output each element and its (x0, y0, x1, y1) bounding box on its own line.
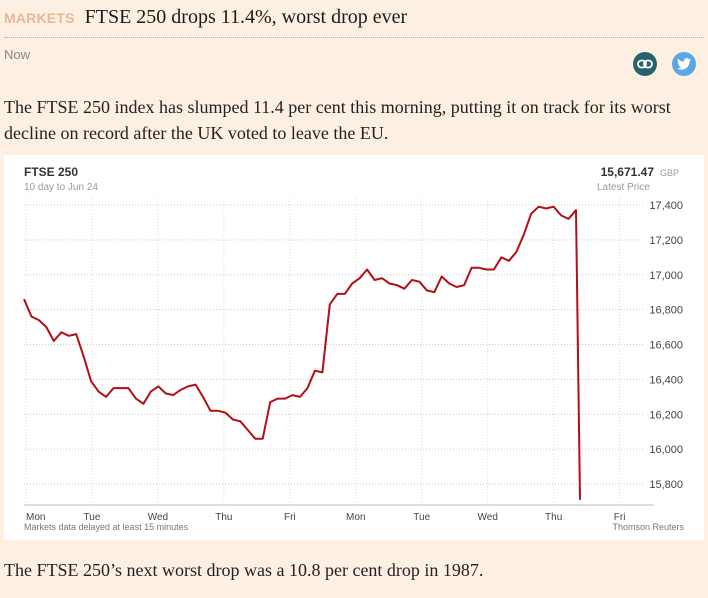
x-tick-label: Mon (26, 512, 45, 523)
lead-paragraph: The FTSE 250 index has slumped 11.4 per … (4, 97, 671, 143)
x-tick-label: Tue (413, 512, 430, 523)
section-tag[interactable]: MARKETS (4, 10, 75, 26)
y-tick-label: 16,000 (649, 444, 683, 456)
chart-subtitle: 10 day to Jun 24 (24, 182, 98, 193)
x-tick-label: Thu (545, 512, 562, 523)
chart-background (4, 155, 704, 540)
headline-row: MARKETS FTSE 250 drops 11.4%, worst drop… (4, 6, 704, 32)
y-tick-label: 16,200 (649, 409, 683, 421)
y-tick-label: 16,800 (649, 305, 683, 317)
x-tick-label: Fri (284, 512, 296, 523)
x-tick-label: Fri (614, 512, 626, 523)
divider (4, 37, 704, 38)
page-title: FTSE 250 drops 11.4%, worst drop ever (84, 6, 408, 28)
x-tick-label: Wed (148, 512, 168, 523)
source-credit: Thomson Reuters (612, 522, 684, 532)
share-link-button[interactable] (633, 52, 657, 76)
chart-svg: FTSE 250 10 day to Jun 24 15,671.47 GBP … (4, 155, 704, 540)
x-tick-label: Thu (215, 512, 232, 523)
y-tick-label: 16,400 (649, 374, 683, 386)
y-tick-label: 17,400 (649, 200, 683, 212)
y-tick-label: 16,600 (649, 340, 683, 352)
latest-currency: GBP (660, 168, 679, 178)
latest-label: Latest Price (597, 182, 650, 193)
y-tick-label: 17,200 (649, 235, 683, 247)
footer-note: The FTSE 250’s next worst drop was a 10.… (4, 560, 484, 580)
chart-title: FTSE 250 (24, 165, 78, 179)
twitter-icon (677, 58, 691, 70)
source-note: Markets data delayed at least 15 minutes (24, 522, 189, 532)
y-tick-label: 15,800 (649, 479, 683, 491)
link-icon (637, 59, 653, 69)
timestamp: Now (4, 47, 31, 62)
y-tick-label: 17,000 (649, 270, 683, 282)
series-line (23, 205, 581, 500)
x-tick-label: Mon (346, 512, 365, 523)
latest-value: 15,671.47 (601, 165, 655, 179)
x-tick-label: Tue (84, 512, 101, 523)
x-tick-label: Wed (478, 512, 498, 523)
share-twitter-button[interactable] (672, 52, 696, 76)
chart: FTSE 250 10 day to Jun 24 15,671.47 GBP … (4, 155, 704, 540)
